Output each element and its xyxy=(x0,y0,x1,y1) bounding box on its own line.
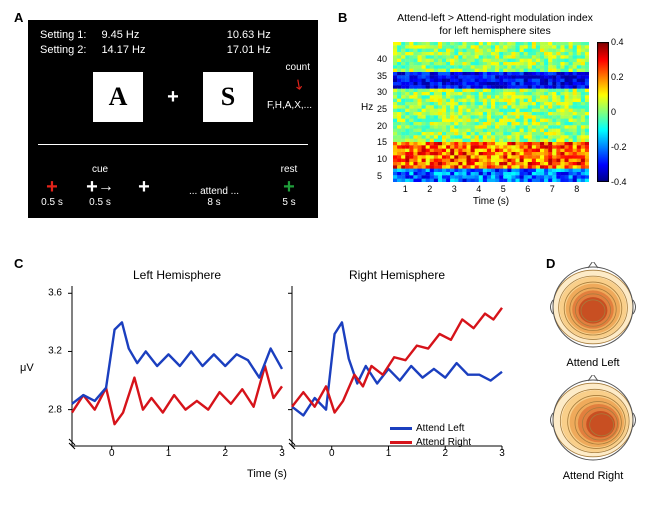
panel-c-lines: μV 2.83.23.6 Left Hemisphere Right Hemis… xyxy=(20,262,514,502)
count-label: count ↘ xyxy=(286,62,310,90)
setting1-left: 9.45 Hz xyxy=(101,28,180,43)
attend-label: ... attend ... xyxy=(189,186,239,197)
panel-label-b: B xyxy=(338,10,347,25)
count-text: count xyxy=(286,62,310,73)
topo-right xyxy=(548,375,638,465)
rsvp-letters: F,H,A,X,... xyxy=(267,100,312,111)
heatmap-title-1: Attend-left > Attend-right modulation in… xyxy=(350,12,640,25)
legend-swatch-right xyxy=(390,441,412,444)
pc-sub-left: Left Hemisphere xyxy=(72,268,282,282)
stim-boxes: A + S xyxy=(28,72,318,122)
heatmap-title: Attend-left > Attend-right modulation in… xyxy=(350,12,640,38)
legend-left: Attend Left xyxy=(416,423,464,434)
cue-label: cue xyxy=(92,164,108,175)
t-rest: 5 s xyxy=(282,197,295,208)
stim-box-right: S xyxy=(203,72,253,122)
heatmap-title-2: for left hemisphere sites xyxy=(350,25,640,38)
colorbar-canvas xyxy=(597,42,609,182)
heatmap-xlabel: Time (s) xyxy=(393,196,589,207)
heatmap-wrap: Hz Time (s) 510152025303540 12345678 -0.… xyxy=(365,42,625,192)
panel-label-a: A xyxy=(14,10,23,25)
panel-a-stimulus: Setting 1: 9.45 Hz 10.63 Hz Setting 2: 1… xyxy=(28,20,318,218)
cue-plus-icon: + xyxy=(86,177,98,197)
pc-sub-right: Right Hemisphere xyxy=(292,268,502,282)
setting1-label: Setting 1: xyxy=(40,28,101,43)
pc-ylabel: μV xyxy=(20,362,34,374)
divider xyxy=(38,144,308,145)
setting2-right: 17.01 Hz xyxy=(227,43,306,58)
fix-red-icon: + xyxy=(46,177,58,197)
stim-box-left: A xyxy=(93,72,143,122)
legend-swatch-left xyxy=(390,427,412,430)
heatmap-ylabel: Hz xyxy=(361,102,373,113)
settings-block: Setting 1: 9.45 Hz 10.63 Hz Setting 2: 1… xyxy=(40,28,306,58)
trial-timeline: + 0.5 s cue +→ 0.5 s + ... attend ... 8 … xyxy=(28,150,318,208)
pc-left-plot xyxy=(72,286,282,446)
panel-d-topomaps: Attend Left Attend Right xyxy=(534,262,652,502)
heatmap-canvas xyxy=(393,42,589,182)
fixation-cross-icon: + xyxy=(163,86,183,109)
setting2-left: 14.17 Hz xyxy=(101,43,180,58)
rest-plus-icon: + xyxy=(283,177,295,197)
figure: A B C D Setting 1: 9.45 Hz 10.63 Hz Sett… xyxy=(0,0,658,512)
topo-left-cap: Attend Left xyxy=(534,357,652,369)
topo-left xyxy=(548,262,638,352)
pc-xlabel: Time (s) xyxy=(20,468,514,480)
t-cue: 0.5 s xyxy=(89,197,111,208)
setting1-right: 10.63 Hz xyxy=(227,28,306,43)
topo-right-cap: Attend Right xyxy=(534,470,652,482)
setting2-label: Setting 2: xyxy=(40,43,101,58)
t-attend: 8 s xyxy=(207,197,220,208)
t-fix: 0.5 s xyxy=(41,197,63,208)
hold-plus-icon: + xyxy=(138,177,150,197)
cue-arrow-icon: → xyxy=(98,179,114,195)
pc-legend: Attend Left Attend Right xyxy=(390,422,471,450)
panel-b-heatmap: Attend-left > Attend-right modulation in… xyxy=(350,12,640,226)
rest-label: rest xyxy=(281,164,298,175)
legend-right: Attend Right xyxy=(416,437,471,448)
